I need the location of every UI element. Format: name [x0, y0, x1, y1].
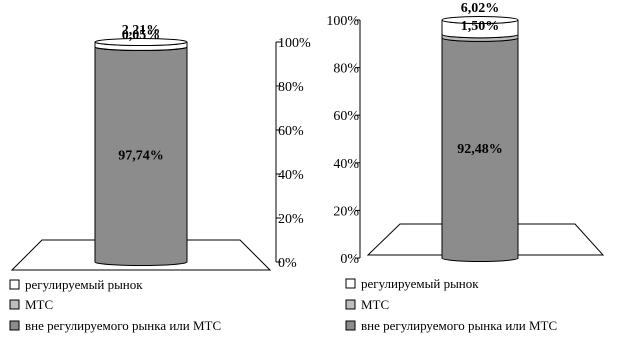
- y-tick-label: 80%: [333, 62, 359, 77]
- y-tick-label: 20%: [278, 212, 304, 227]
- y-tick-label: 60%: [278, 124, 304, 139]
- data-label: 97,74%: [118, 148, 164, 163]
- legend-label: вне регулируемого рынка или МТС: [361, 318, 557, 333]
- legend-swatch: [345, 299, 356, 310]
- y-tick-label: 20%: [333, 204, 359, 219]
- legend-swatch: [9, 279, 20, 290]
- legend-swatch: [345, 278, 356, 289]
- chart-floor: [366, 223, 605, 256]
- y-tick-label: 100%: [278, 36, 311, 51]
- data-label: 1,50%: [461, 19, 500, 34]
- legend-label: регулируемый рынок: [25, 277, 143, 292]
- data-label: 92,48%: [457, 142, 503, 157]
- data-label: 6,02%: [461, 1, 500, 16]
- y-tick-label: 100%: [326, 14, 359, 29]
- y-tick-label: 40%: [278, 168, 304, 183]
- legend-label: регулируемый рынок: [361, 276, 479, 291]
- legend-swatch: [9, 299, 20, 310]
- y-tick-label: 80%: [278, 80, 304, 95]
- y-tick-label: 60%: [333, 109, 359, 124]
- legend-label: МТС: [361, 297, 389, 312]
- legend-swatch: [9, 320, 20, 331]
- cylinder-top-cap: [94, 38, 188, 46]
- y-tick-label: 0%: [340, 252, 359, 267]
- cylinder-top-cap: [441, 16, 519, 24]
- legend-swatch: [345, 320, 356, 331]
- data-label: 0,05%: [122, 28, 161, 43]
- legend-label: вне регулируемого рынка или МТС: [25, 318, 221, 333]
- legend-label: МТС: [25, 297, 53, 312]
- y-tick-label: 40%: [333, 157, 359, 172]
- data-label: 2,21%: [122, 23, 161, 38]
- y-tick-label: 0%: [278, 256, 297, 271]
- chart-floor: [10, 239, 272, 271]
